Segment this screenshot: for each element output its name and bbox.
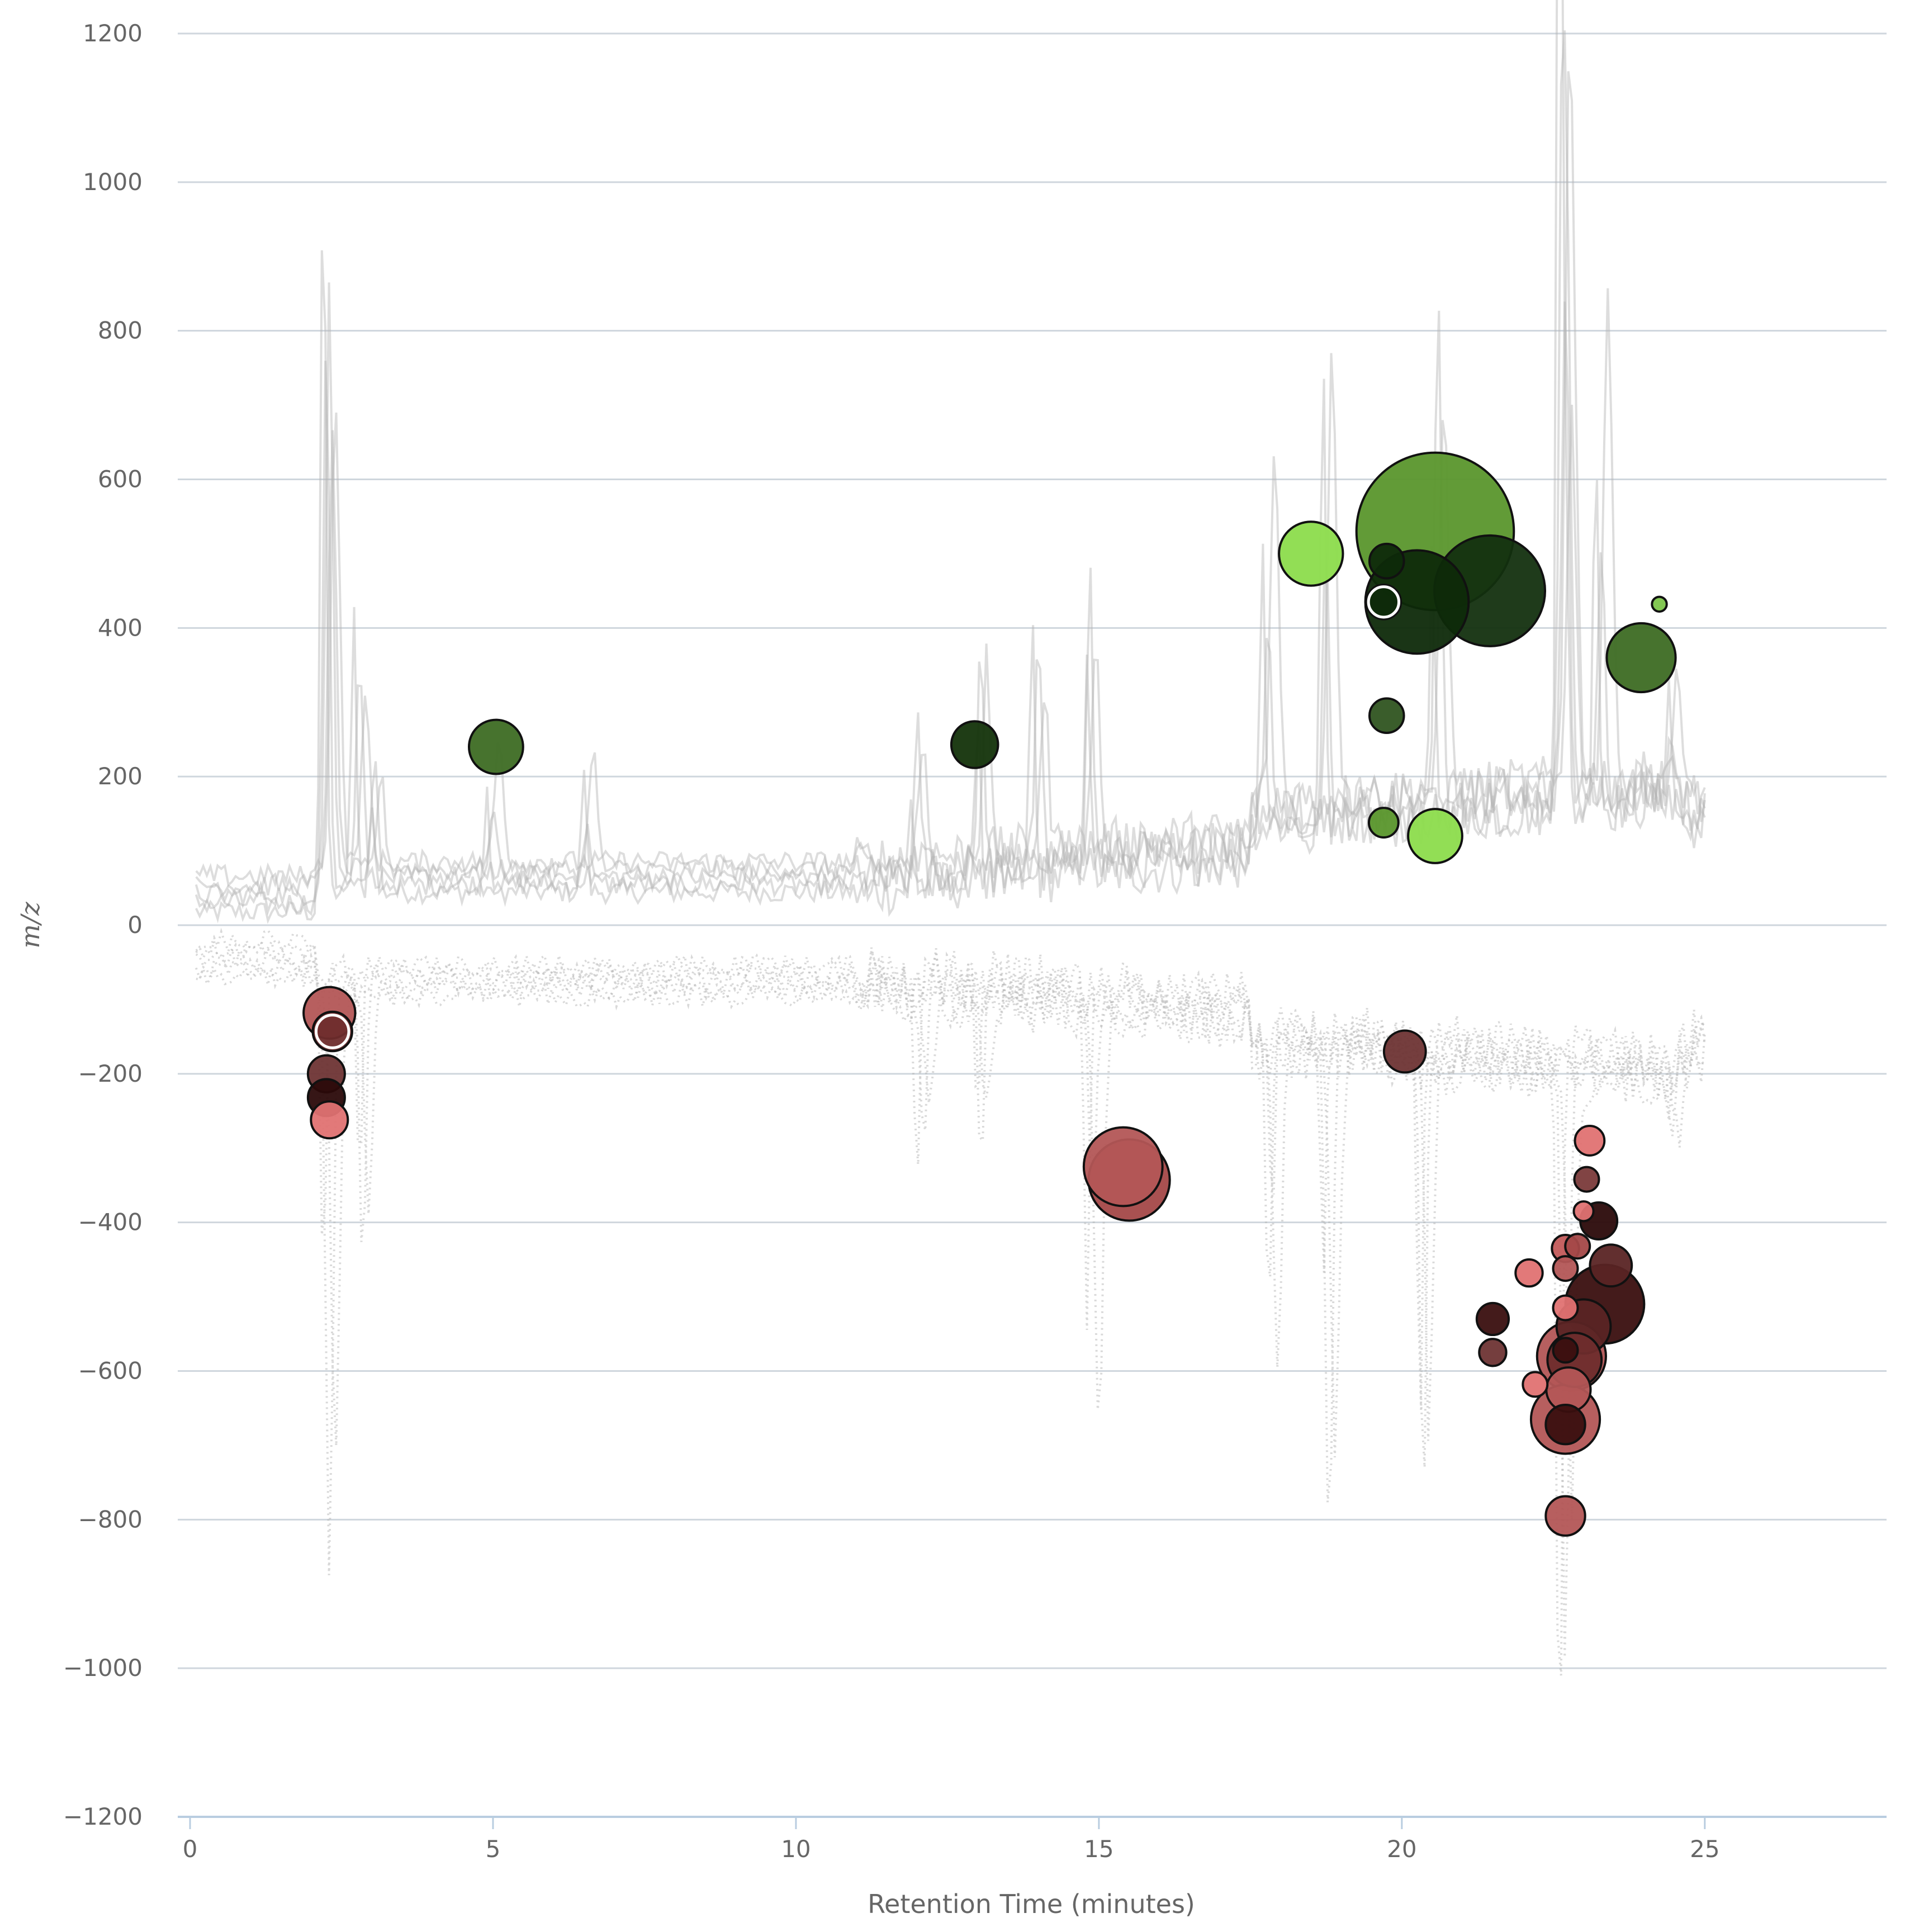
negative-bubble[interactable] [1514, 1258, 1544, 1288]
negative-bubble[interactable] [311, 1010, 353, 1053]
positive-bubble[interactable] [1651, 595, 1668, 613]
positive-trace [195, 30, 1706, 916]
negative-bubble[interactable] [1082, 1126, 1164, 1208]
x-tick-label: 5 [486, 1835, 501, 1863]
positive-bubble[interactable] [1368, 542, 1405, 580]
positive-bubble[interactable] [1368, 697, 1405, 734]
negative-bubble[interactable] [1522, 1371, 1549, 1398]
y-tick-label: −1000 [63, 1654, 143, 1682]
positive-bubble[interactable] [950, 720, 999, 769]
y-tick-label: −200 [78, 1060, 143, 1087]
negative-trace [196, 963, 1706, 1520]
x-tick-label: 25 [1690, 1835, 1719, 1863]
y-tick-label: −600 [78, 1357, 143, 1385]
negative-bubble[interactable] [1589, 1243, 1633, 1288]
negative-bubble[interactable] [1475, 1301, 1510, 1337]
y-tick-label: 200 [98, 763, 143, 790]
y-axis-title: m/z [15, 902, 45, 949]
positive-trace [195, 282, 1706, 910]
positive-bubble[interactable] [1365, 584, 1402, 621]
y-tick-label: 1200 [83, 20, 143, 47]
positive-bubble[interactable] [467, 718, 524, 775]
negative-bubble[interactable] [1552, 1337, 1579, 1364]
negative-bubble[interactable] [1564, 1233, 1591, 1260]
y-tick-label: 0 [127, 911, 143, 939]
x-tick-label: 15 [1084, 1835, 1113, 1863]
negative-bubble[interactable] [1544, 1495, 1586, 1537]
y-tick-label: −400 [78, 1209, 143, 1236]
positive-bubble[interactable] [1605, 622, 1677, 694]
x-axis-title: Retention Time (minutes) [868, 1889, 1195, 1919]
negative-bubble[interactable] [310, 1100, 349, 1140]
y-tick-label: 400 [98, 614, 143, 641]
axes: 120010008006004002000−200−400−600−800−10… [63, 20, 1887, 1863]
chromatogram-traces [195, 0, 1706, 1676]
negative-trace [195, 945, 1705, 1658]
negative-bubble[interactable] [1552, 1255, 1579, 1282]
y-tick-label: −800 [78, 1505, 143, 1533]
negative-bubble[interactable] [1574, 1125, 1606, 1157]
y-tick-label: −1200 [63, 1803, 143, 1830]
negative-bubble[interactable] [1573, 1166, 1600, 1193]
positive-bubble[interactable] [1407, 808, 1463, 864]
negative-bubble[interactable] [1552, 1294, 1579, 1322]
positive-trace [195, 288, 1706, 890]
negative-bubble[interactable] [1544, 1404, 1586, 1446]
negative-trace [195, 937, 1706, 1468]
negative-trace [195, 956, 1706, 1441]
positive-trace [195, 0, 1706, 924]
highlight-ring [1367, 585, 1401, 619]
x-tick-label: 10 [781, 1835, 811, 1863]
x-tick-label: 0 [183, 1835, 198, 1863]
negative-bubble[interactable] [1572, 1200, 1595, 1223]
negative-bubble[interactable] [1478, 1338, 1508, 1367]
positive-bubble[interactable] [1278, 520, 1344, 587]
y-tick-label: 800 [98, 317, 143, 344]
x-tick-label: 20 [1387, 1835, 1416, 1863]
y-tick-label: 1000 [83, 168, 143, 196]
negative-bubble[interactable] [1382, 1029, 1427, 1074]
highlight-ring [314, 1014, 350, 1049]
bubble-points [302, 451, 1677, 1537]
positive-trace [195, 71, 1706, 898]
y-tick-label: 600 [98, 466, 143, 493]
positive-bubble[interactable] [1367, 807, 1400, 839]
